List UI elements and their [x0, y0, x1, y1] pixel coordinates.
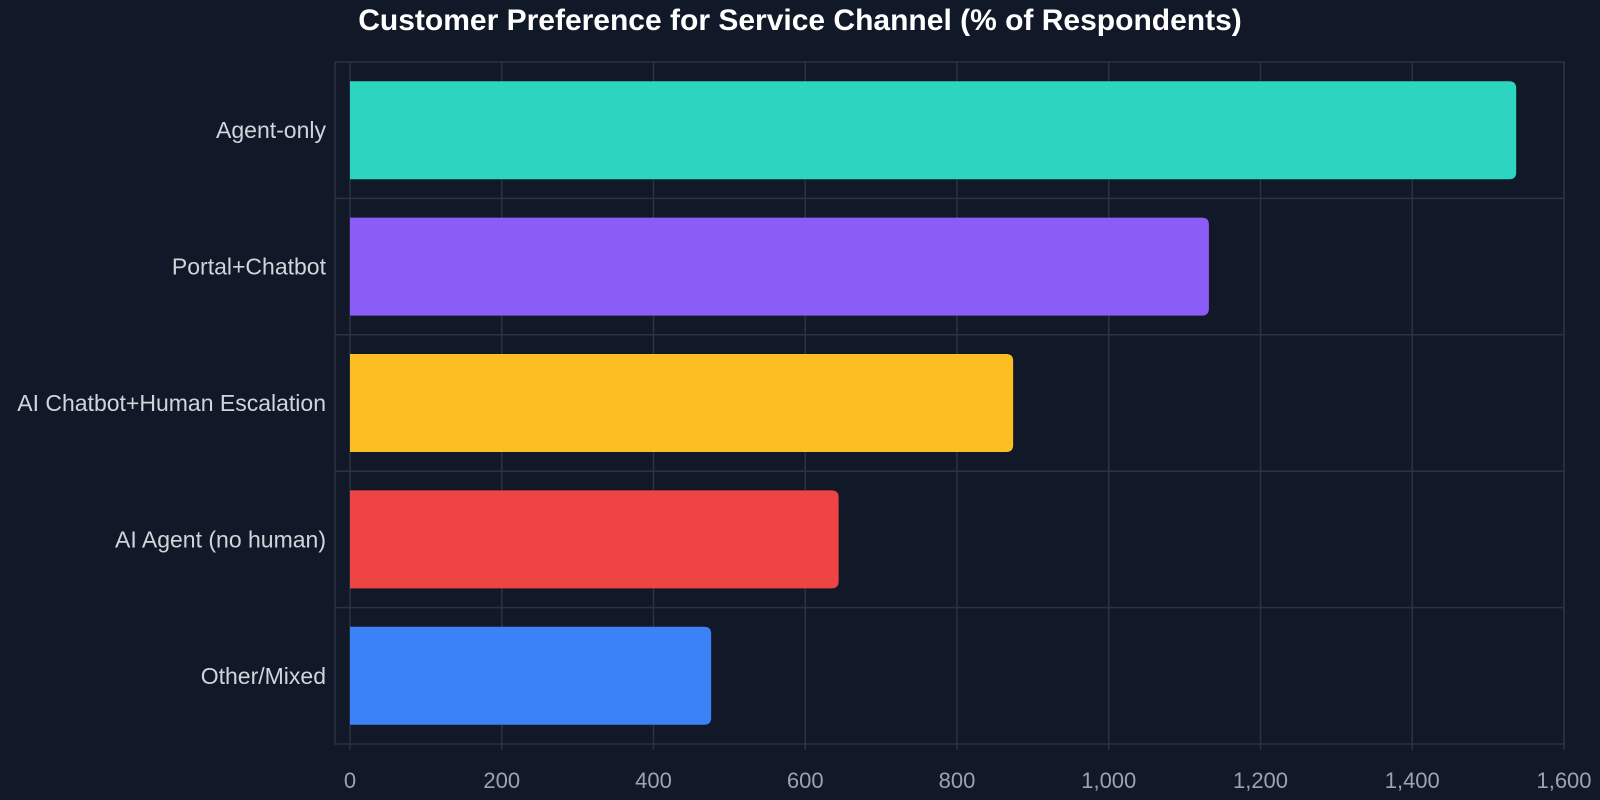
bar — [350, 626, 712, 725]
x-tick-label: 800 — [939, 768, 976, 793]
bar — [350, 354, 1014, 452]
x-tick-label: 1,400 — [1385, 768, 1440, 793]
x-tick-label: 600 — [787, 768, 824, 793]
x-tick-label: 400 — [635, 768, 672, 793]
x-tick-label: 1,600 — [1536, 768, 1591, 793]
bars-layer — [350, 81, 1517, 725]
bar — [350, 490, 839, 589]
x-tick-label: 200 — [483, 768, 520, 793]
x-tick-label: 1,000 — [1081, 768, 1136, 793]
chart-title: Customer Preference for Service Channel … — [358, 4, 1242, 37]
category-label: Portal+Chatbot — [172, 254, 327, 280]
bar — [350, 217, 1209, 316]
category-label: AI Chatbot+Human Escalation — [17, 390, 326, 416]
bar — [350, 81, 1517, 180]
category-label: Agent-only — [216, 117, 326, 143]
category-labels: Agent-only Portal+Chatbot AI Chatbot+Human… — [17, 117, 326, 689]
x-axis-ticks: 0 200 400 600 800 1,000 1,200 1,400 1,600 — [344, 768, 1592, 793]
x-tick-label: 1,200 — [1233, 768, 1288, 793]
category-label: Other/Mixed — [201, 663, 326, 689]
x-tick-label: 0 — [344, 768, 356, 793]
category-label: AI Agent (no human) — [115, 526, 326, 552]
